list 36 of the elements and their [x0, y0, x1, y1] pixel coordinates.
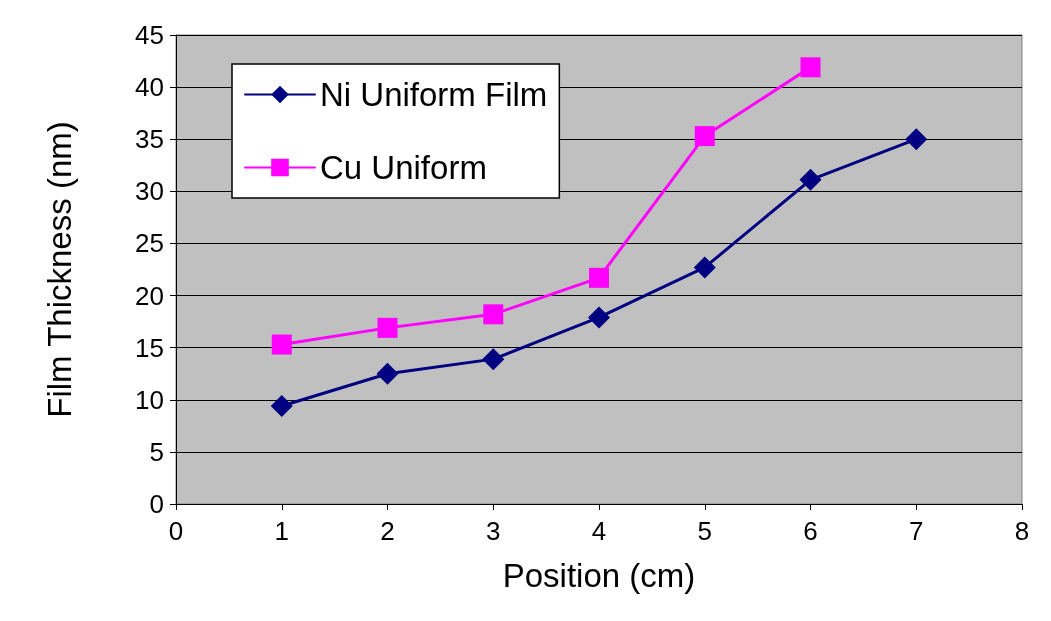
point [377, 317, 398, 338]
point [800, 57, 821, 78]
point [271, 334, 292, 355]
point [589, 267, 609, 288]
y-tick-label: 40 [135, 72, 164, 103]
point [694, 126, 715, 147]
y-tick-label: 25 [135, 228, 164, 259]
x-tick-label: 3 [486, 516, 501, 546]
y-tick-label: 15 [135, 332, 164, 363]
x-tick-label: 1 [274, 516, 289, 546]
x-tick-label: 2 [380, 516, 395, 546]
point [376, 362, 399, 385]
point [905, 128, 928, 151]
x-tick-label: 4 [591, 516, 607, 546]
point [270, 395, 293, 418]
y-tick-label: 30 [135, 176, 164, 207]
y-tick-label: 0 [149, 489, 164, 519]
legend-label: Ni Uniform Film [320, 76, 548, 113]
y-tick-label: 20 [135, 280, 164, 311]
x-tick-label: 5 [697, 516, 712, 546]
y-tick-label: 5 [149, 436, 164, 467]
x-tick-label: 7 [909, 516, 924, 546]
x-tick-label: 8 [1014, 516, 1030, 546]
y-tick-label: 35 [135, 124, 164, 155]
point [693, 256, 716, 279]
x-tick-label: 6 [803, 516, 818, 546]
x-axis-title: Position (cm) [502, 557, 696, 594]
point [588, 306, 610, 329]
legend-label: Cu Uniform [320, 149, 487, 186]
y-tick-label: 45 [135, 20, 164, 50]
point [482, 348, 505, 371]
y-tick-label: 10 [135, 384, 164, 415]
point [483, 304, 504, 325]
x-tick-label: 0 [168, 516, 184, 546]
y-axis-title: Film Thickness (nm) [41, 121, 78, 418]
point [799, 168, 822, 191]
